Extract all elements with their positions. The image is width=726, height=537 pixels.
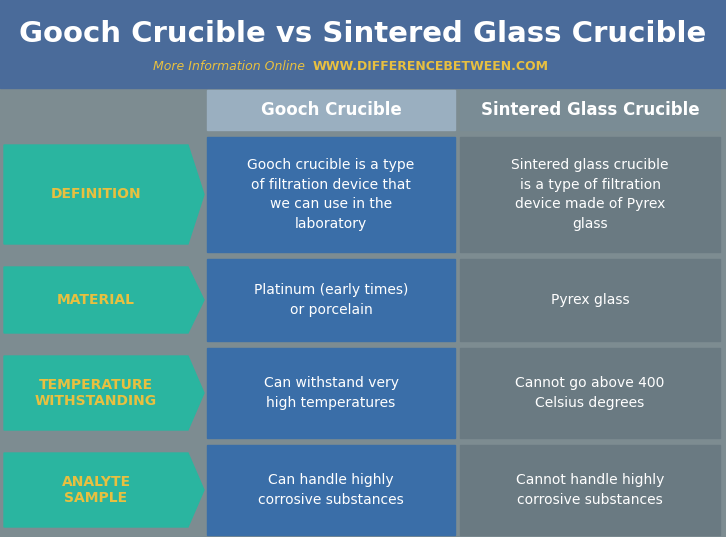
Bar — [460, 137, 720, 252]
Bar — [207, 137, 455, 252]
Polygon shape — [4, 145, 204, 244]
Bar — [460, 445, 720, 535]
Text: Sintered Glass Crucible: Sintered Glass Crucible — [481, 101, 699, 119]
Polygon shape — [4, 356, 204, 430]
Text: ANALYTE
SAMPLE: ANALYTE SAMPLE — [62, 475, 131, 505]
Bar — [0, 445, 204, 535]
Text: More Information Online: More Information Online — [153, 61, 305, 74]
Bar — [0, 137, 204, 252]
Text: Cannot handle highly
corrosive substances: Cannot handle highly corrosive substance… — [515, 473, 664, 507]
Text: Pyrex glass: Pyrex glass — [551, 293, 629, 307]
Text: WWW.DIFFERENCEBETWEEN.COM: WWW.DIFFERENCEBETWEEN.COM — [312, 61, 548, 74]
Text: Can withstand very
high temperatures: Can withstand very high temperatures — [264, 376, 399, 410]
Text: Gooch Crucible: Gooch Crucible — [261, 101, 401, 119]
Bar — [207, 259, 455, 341]
Bar — [207, 445, 455, 535]
Bar — [207, 90, 455, 130]
Bar — [207, 348, 455, 438]
Polygon shape — [4, 267, 204, 333]
Polygon shape — [4, 453, 204, 527]
Bar — [0, 0, 726, 88]
Text: TEMPERATURE
WITHSTANDING: TEMPERATURE WITHSTANDING — [35, 378, 157, 408]
Bar — [460, 348, 720, 438]
Text: Can handle highly
corrosive substances: Can handle highly corrosive substances — [258, 473, 404, 507]
Bar — [0, 348, 204, 438]
Text: Sintered glass crucible
is a type of filtration
device made of Pyrex
glass: Sintered glass crucible is a type of fil… — [511, 158, 669, 231]
Bar — [460, 259, 720, 341]
Text: Gooch crucible is a type
of filtration device that
we can use in the
laboratory: Gooch crucible is a type of filtration d… — [248, 158, 415, 231]
Bar — [0, 259, 204, 341]
Text: Gooch Crucible vs Sintered Glass Crucible: Gooch Crucible vs Sintered Glass Crucibl… — [20, 20, 706, 48]
Text: Cannot go above 400
Celsius degrees: Cannot go above 400 Celsius degrees — [515, 376, 665, 410]
Text: DEFINITION: DEFINITION — [51, 187, 142, 201]
Text: MATERIAL: MATERIAL — [57, 293, 135, 307]
Text: Platinum (early times)
or porcelain: Platinum (early times) or porcelain — [254, 283, 408, 317]
Bar — [460, 90, 720, 130]
